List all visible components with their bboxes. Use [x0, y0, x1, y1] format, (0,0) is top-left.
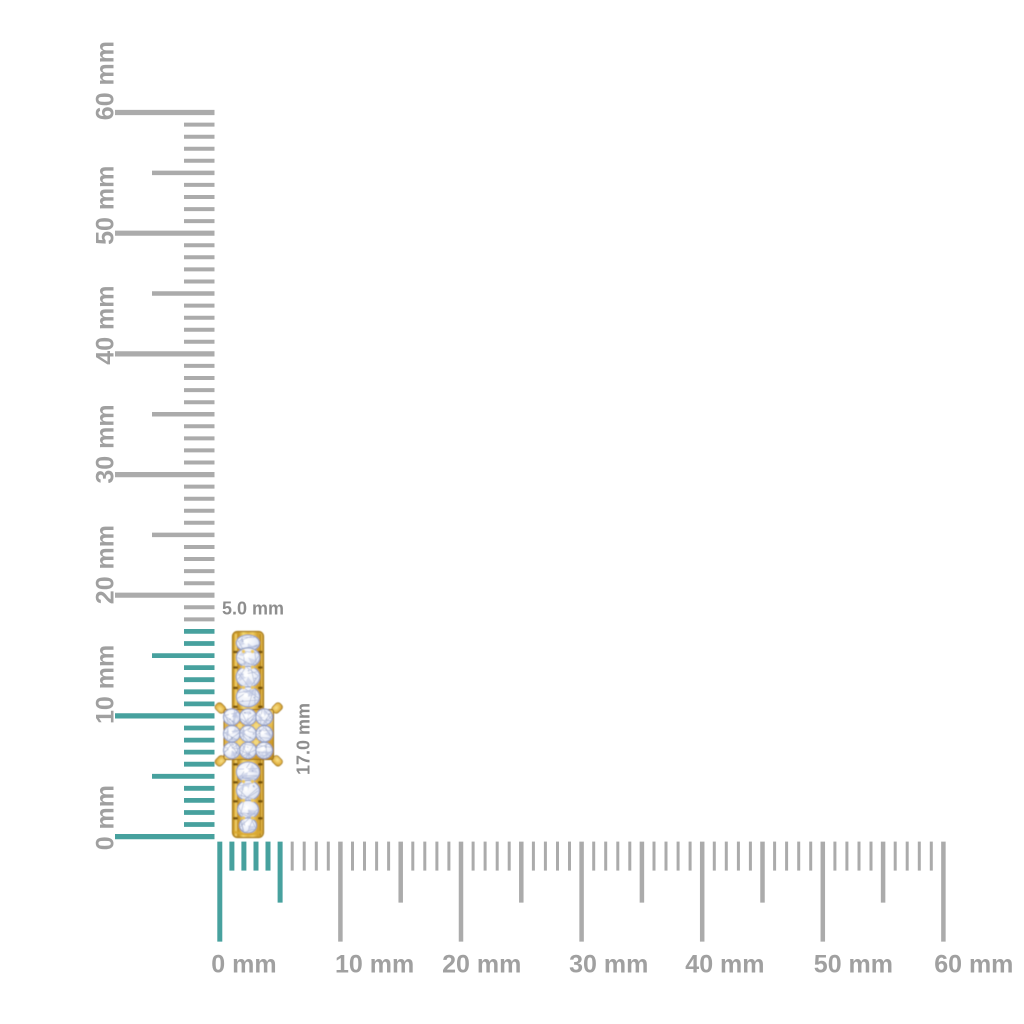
svg-text:0 mm: 0 mm	[211, 951, 276, 979]
svg-text:40 mm: 40 mm	[685, 951, 764, 979]
svg-text:10 mm: 10 mm	[335, 951, 414, 979]
svg-text:10 mm: 10 mm	[92, 645, 120, 724]
svg-text:30 mm: 30 mm	[92, 404, 120, 483]
svg-text:50 mm: 50 mm	[814, 951, 893, 979]
svg-text:60 mm: 60 mm	[92, 41, 120, 120]
svg-text:50 mm: 50 mm	[92, 166, 120, 245]
svg-text:17.0 mm: 17.0 mm	[294, 703, 314, 775]
svg-text:30 mm: 30 mm	[569, 951, 648, 979]
svg-text:20 mm: 20 mm	[442, 951, 521, 979]
svg-text:5.0 mm: 5.0 mm	[222, 599, 284, 619]
svg-text:20 mm: 20 mm	[92, 525, 120, 604]
svg-text:0 mm: 0 mm	[92, 785, 120, 850]
svg-text:60 mm: 60 mm	[934, 951, 1013, 979]
svg-text:40 mm: 40 mm	[92, 285, 120, 364]
